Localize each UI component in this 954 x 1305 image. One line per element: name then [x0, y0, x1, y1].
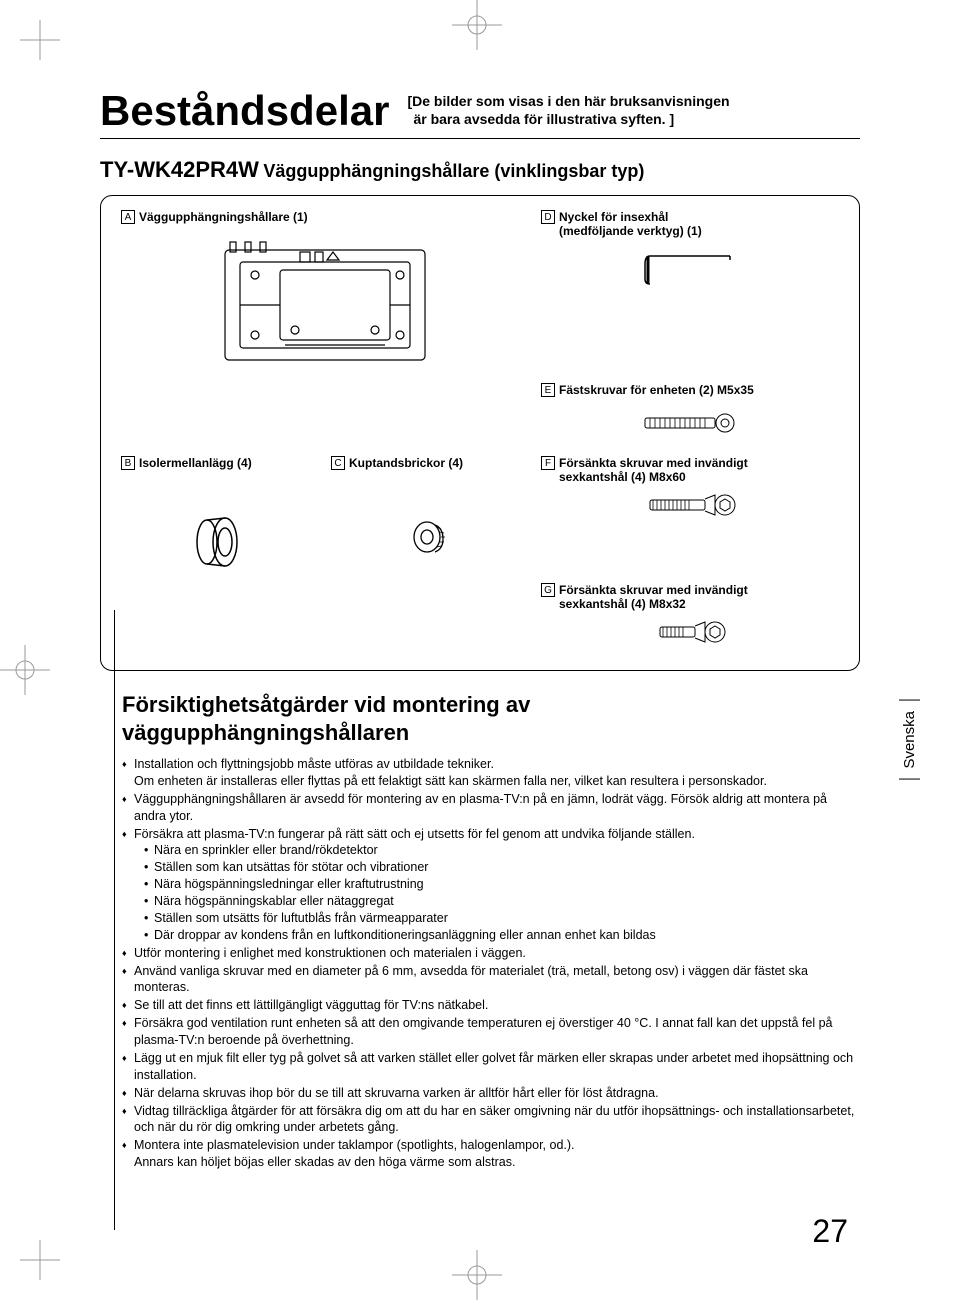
header-note: [De bilder som visas i den här bruksanvi…: [407, 92, 729, 132]
parts-box: A Väggupphängningshållare (1): [100, 195, 860, 671]
part-c-illus: [331, 515, 529, 565]
precaution-3: Försäkra att plasma-TV:n fungerar på rät…: [122, 826, 860, 944]
crop-mark-bl: [0, 1220, 80, 1300]
precaution-3-5: Ställen som utsätts för luftutblås från …: [144, 910, 860, 927]
header-note-l2: är bara avsedda för illustrativa syften.…: [407, 111, 674, 127]
header-row: Beståndsdelar [De bilder som visas i den…: [100, 90, 860, 139]
precaution-3-4: Nära högspänningskablar eller nätaggrega…: [144, 893, 860, 910]
part-f: F Försänkta skruvar med invändigt sexkan…: [535, 452, 845, 579]
precaution-11: Montera inte plasmatelevision under takl…: [122, 1137, 860, 1171]
language-tab: Svenska: [899, 700, 920, 780]
precaution-5: Använd vanliga skruvar med en diameter p…: [122, 963, 860, 997]
part-g-illus: [541, 617, 839, 652]
crop-mark-top: [437, 0, 517, 55]
part-e-letter: E: [541, 383, 555, 397]
part-b-letter: B: [121, 456, 135, 470]
part-g: G Försänkta skruvar med invändigt sexkan…: [535, 579, 845, 656]
part-b-illus: [121, 515, 319, 575]
precaution-3-1: Nära en sprinkler eller brand/rökdetekto…: [144, 842, 860, 859]
part-a-label: Väggupphängningshållare (1): [139, 210, 308, 224]
part-e-illus: [541, 403, 839, 448]
part-c-label: Kuptandsbrickor (4): [349, 456, 463, 470]
precaution-9: När delarna skruvas ihop bör du se till …: [122, 1085, 860, 1102]
precaution-6: Se till att det finns ett lättillgänglig…: [122, 997, 860, 1014]
part-a-letter: A: [121, 210, 135, 224]
model-number: TY-WK42PR4W: [100, 157, 259, 182]
part-a: A Väggupphängningshållare (1): [115, 206, 535, 379]
part-f-illus: [541, 490, 839, 525]
crop-mark-bottom: [437, 1245, 517, 1305]
part-c-letter: C: [331, 456, 345, 470]
crop-mark-left: [0, 630, 55, 710]
part-d-label: Nyckel för insexhål (medföljande verktyg…: [559, 210, 702, 238]
page-number: 27: [812, 1213, 848, 1250]
part-d-letter: D: [541, 210, 555, 224]
part-e: E Fästskruvar för enheten (2) M5x35: [535, 379, 845, 452]
part-e-label: Fästskruvar för enheten (2) M5x35: [559, 383, 754, 397]
part-a-illus: [121, 230, 529, 375]
precaution-2: Väggupphängningshållaren är avsedd för m…: [122, 791, 860, 825]
part-f-letter: F: [541, 456, 555, 470]
precautions-list: Installation och flyttningsjobb måste ut…: [122, 756, 860, 1171]
part-d: D Nyckel för insexhål (medföljande verkt…: [535, 206, 845, 379]
header-note-l1: [De bilder som visas i den här bruksanvi…: [407, 93, 729, 109]
precaution-3-3: Nära högspänningsledningar eller kraftut…: [144, 876, 860, 893]
precaution-3-6: Där droppar av kondens från en luftkondi…: [144, 927, 860, 944]
part-b-label: Isolermellanlägg (4): [139, 456, 252, 470]
precaution-10: Vidtag tillräckliga åtgärder för att för…: [122, 1103, 860, 1137]
precaution-8: Lägg ut en mjuk filt eller tyg på golvet…: [122, 1050, 860, 1084]
part-d-illus: [541, 244, 839, 294]
main-title: Beståndsdelar: [100, 90, 389, 132]
part-c: C Kuptandsbrickor (4): [325, 452, 535, 579]
precautions-title: Försiktighetsåtgärder vid montering av v…: [122, 691, 860, 746]
part-b: B Isolermellanlägg (4): [115, 452, 325, 579]
precaution-1: Installation och flyttningsjobb måste ut…: [122, 756, 860, 790]
model-desc: Väggupphängningshållare (vinklingsbar ty…: [263, 161, 644, 181]
left-rule: [114, 610, 115, 1230]
model-line: TY-WK42PR4W Väggupphängningshållare (vin…: [100, 157, 860, 183]
part-g-label: Försänkta skruvar med invändigt sexkants…: [559, 583, 748, 611]
part-g-letter: G: [541, 583, 555, 597]
part-f-label: Försänkta skruvar med invändigt sexkants…: [559, 456, 748, 484]
page-content: Beståndsdelar [De bilder som visas i den…: [100, 90, 860, 1172]
crop-mark-tl: [0, 0, 80, 80]
precaution-3-2: Ställen som kan utsättas för stötar och …: [144, 859, 860, 876]
precaution-4: Utför montering i enlighet med konstrukt…: [122, 945, 860, 962]
precaution-7: Försäkra god ventilation runt enheten så…: [122, 1015, 860, 1049]
